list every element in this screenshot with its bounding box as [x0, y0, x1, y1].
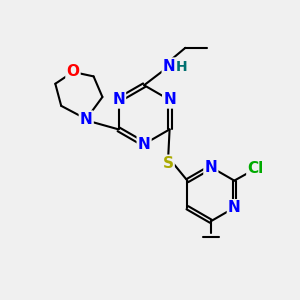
Text: N: N [80, 112, 93, 127]
Text: N: N [163, 92, 176, 107]
Text: N: N [112, 92, 125, 107]
Text: Cl: Cl [248, 161, 264, 176]
Text: N: N [163, 58, 175, 74]
Text: N: N [138, 136, 151, 152]
Text: S: S [163, 156, 174, 171]
Text: N: N [228, 200, 241, 215]
Text: O: O [67, 64, 80, 80]
Text: H: H [176, 60, 187, 74]
Text: N: N [205, 160, 217, 175]
